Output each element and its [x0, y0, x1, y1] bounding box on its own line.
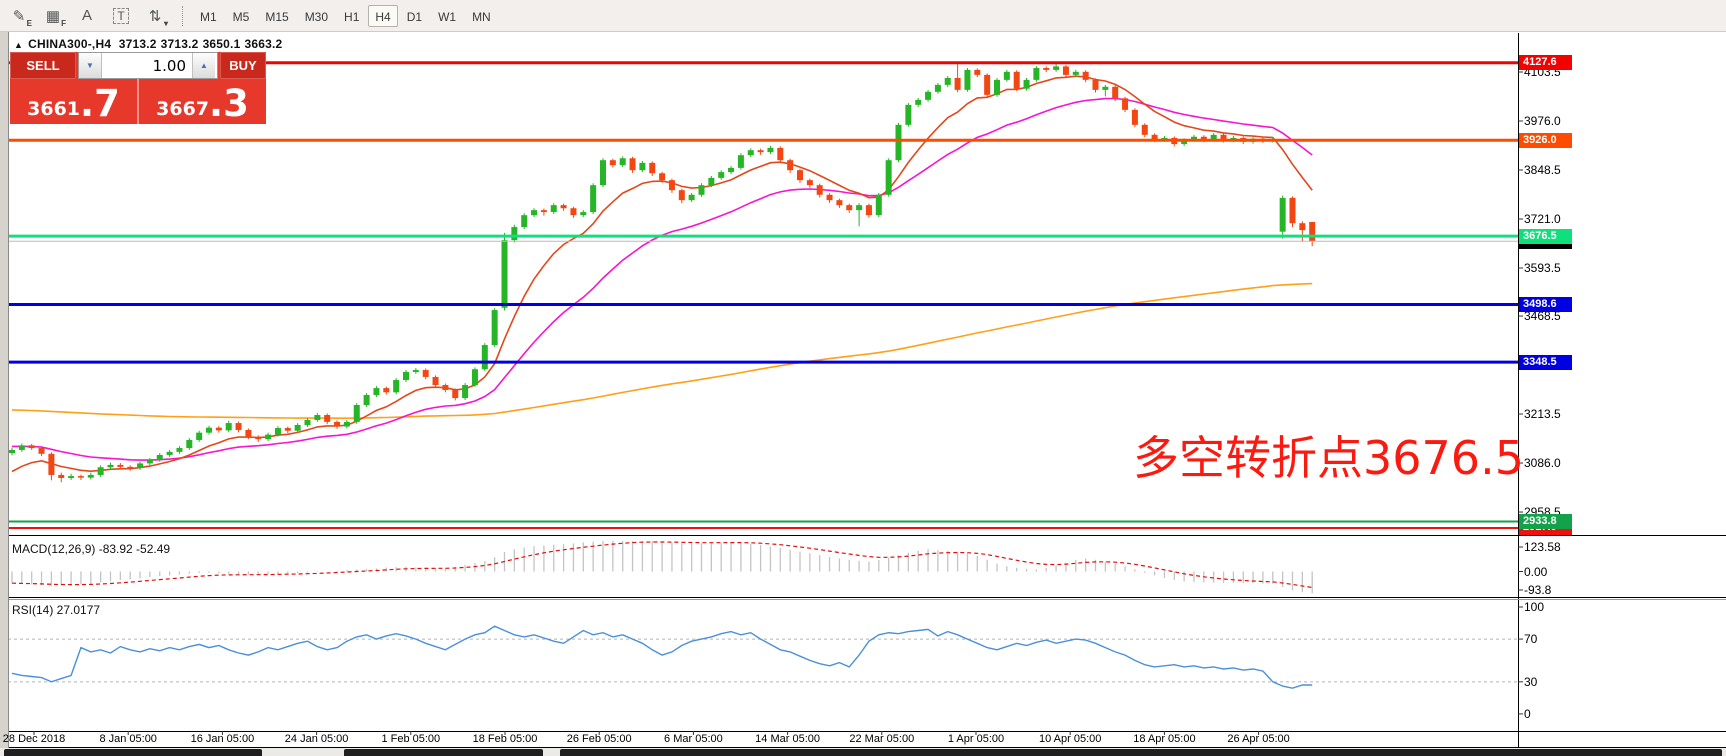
- price-tick-label: 3086.0: [1524, 456, 1561, 471]
- price-badge: 4127.6: [1519, 55, 1572, 71]
- price-tick-label: 3593.5: [1524, 260, 1561, 275]
- price-badge: 2933.8: [1519, 514, 1572, 530]
- arrows-tool-icon[interactable]: ⇅ ▾: [148, 7, 168, 28]
- horizontal-level-lines: [8, 61, 1518, 529]
- sell-price-pip: .7: [80, 82, 120, 125]
- window-left-frame: [0, 31, 9, 756]
- quantity-increase-button[interactable]: ▲: [192, 53, 215, 78]
- text-tool-icon[interactable]: A: [81, 7, 92, 24]
- ohlc-low: 3650.1: [202, 37, 241, 51]
- quantity-stepper: ▼ ▲: [78, 52, 218, 79]
- timeframe-button-d1[interactable]: D1: [400, 5, 429, 27]
- ohlc-header: ▲ CHINA300-,H4 3713.2 3713.2 3650.1 3663.2: [14, 37, 286, 51]
- bottom-tab-strip-segment: [560, 749, 1722, 756]
- time-axis-label: 28 Dec 2018: [2, 733, 66, 745]
- buy-button[interactable]: BUY: [220, 52, 266, 79]
- symbol-period-label: CHINA300-,H4: [28, 37, 112, 51]
- bottom-tab-strip-segment: [4, 749, 262, 756]
- buy-price[interactable]: 3667 .3: [139, 79, 266, 124]
- time-axis-label: 26 Feb 05:00: [566, 733, 632, 745]
- sell-button[interactable]: SELL: [10, 52, 76, 79]
- macd-indicator-label: MACD(12,26,9) -83.92 -52.49: [12, 542, 171, 556]
- buy-price-main: 3667: [156, 98, 210, 120]
- sell-price-main: 3661: [27, 98, 81, 120]
- timeframe-button-mn[interactable]: MN: [465, 5, 498, 27]
- moving-averages: [11, 75, 1313, 473]
- toolbar-separator: [182, 5, 184, 26]
- channel-tool-icon[interactable]: ✎ E: [12, 7, 32, 28]
- ohlc-close: 3663.2: [244, 37, 283, 51]
- rsi-line: [11, 625, 1313, 689]
- time-axis-label: 16 Jan 05:00: [190, 733, 255, 745]
- timeframe-button-w1[interactable]: W1: [431, 5, 463, 27]
- rsi-indicator-label: RSI(14) 27.0177: [12, 603, 101, 617]
- price-tick-label: 3848.5: [1524, 162, 1561, 177]
- ma-mid-line: [11, 97, 1313, 461]
- fibonacci-tool-icon[interactable]: ▦ F: [45, 7, 66, 28]
- timeframe-button-m30[interactable]: M30: [298, 5, 335, 27]
- rsi-pane: [8, 625, 1518, 689]
- sell-price[interactable]: 3661 .7: [10, 79, 137, 124]
- timeframe-button-m1[interactable]: M1: [193, 5, 224, 27]
- time-axis-label: 14 Mar 05:00: [755, 733, 821, 745]
- macd-scale-label: -93.8: [1524, 583, 1552, 597]
- ma-fast-line: [11, 75, 1313, 473]
- rsi-scale-label: 100: [1524, 600, 1545, 614]
- rsi-scale-label: 70: [1524, 632, 1538, 647]
- price-divider: [137, 79, 139, 124]
- chinese-annotation: 多空转折点3676.5: [1133, 431, 1524, 485]
- price-tick-label: 3976.0: [1524, 113, 1561, 128]
- label-tool-icon[interactable]: T: [106, 4, 136, 28]
- macd-pane: [11, 541, 1313, 594]
- price-tick-label: 3468.5: [1524, 309, 1561, 324]
- time-axis-label: 1 Apr 05:00: [947, 733, 1005, 745]
- macd-scale-label: 0.00: [1524, 564, 1548, 579]
- macd-signal-line: [11, 541, 1313, 589]
- rsi-scale-label: 0: [1524, 706, 1531, 721]
- bottom-tab-strip-segment: [344, 749, 543, 756]
- bottom-tab-strip: [0, 748, 1726, 756]
- time-axis-label: 22 Mar 05:00: [849, 733, 915, 745]
- toolbar: ✎ E ▦ F A T ⇅ ▾ M1 M5 M15 M30 H1 H4 D1 W1 MN: [0, 0, 1726, 32]
- buy-price-pip: .3: [209, 82, 249, 125]
- price-badge: 3498.6: [1519, 296, 1572, 312]
- rsi-scale-label: 30: [1524, 674, 1538, 689]
- price-tick-label: 3213.5: [1524, 407, 1561, 422]
- time-axis-label: 8 Jan 05:00: [99, 733, 157, 745]
- timeframe-button-h4[interactable]: H4: [368, 4, 398, 27]
- timeframe-button-m15[interactable]: M15: [258, 5, 295, 27]
- ohlc-open: 3713.2: [118, 37, 157, 51]
- price-badge: 3676.5: [1519, 228, 1572, 244]
- time-axis-label: 1 Feb 05:00: [381, 733, 441, 745]
- time-axis-label: 24 Jan 05:00: [284, 733, 349, 745]
- time-axis-label: 10 Apr 05:00: [1038, 733, 1102, 745]
- timeframe-button-h1[interactable]: H1: [337, 5, 366, 27]
- pane-borders: [0, 31, 1726, 748]
- price-badge: 3926.0: [1519, 132, 1572, 148]
- macd-scale-label: 123.58: [1524, 540, 1561, 554]
- quantity-input[interactable]: [102, 53, 192, 78]
- time-axis-label: 26 Apr 05:00: [1227, 733, 1290, 745]
- timeframe-button-m5[interactable]: M5: [226, 5, 257, 27]
- time-axis-label: 6 Mar 05:00: [664, 733, 723, 745]
- ma-slow-line: [11, 282, 1313, 420]
- price-tick-label: 3721.0: [1524, 211, 1561, 226]
- quantity-decrease-button[interactable]: ▼: [79, 53, 102, 78]
- candles: [9, 62, 1316, 483]
- time-axis-label: 18 Apr 05:00: [1133, 733, 1196, 745]
- ohlc-high: 3713.2: [160, 37, 199, 51]
- one-click-trading-panel: SELL ▼ ▲ BUY 3661 .7 3667 .3: [10, 52, 266, 124]
- time-axis-label: 18 Feb 05:00: [472, 733, 538, 745]
- collapse-arrow-icon[interactable]: ▲: [14, 40, 24, 50]
- price-badge: 3348.5: [1519, 354, 1572, 370]
